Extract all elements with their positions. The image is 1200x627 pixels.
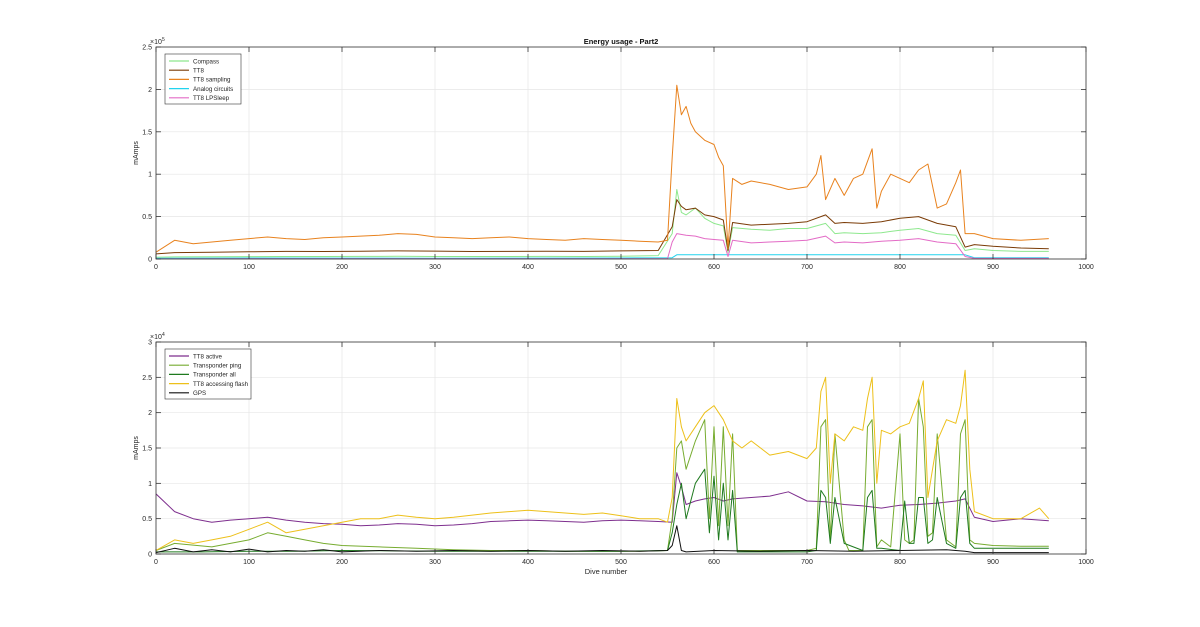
chart-title: Energy usage - Part2 xyxy=(584,37,659,46)
y-tick-label: 1.5 xyxy=(142,129,152,136)
y-tick-label: 0.5 xyxy=(142,214,152,221)
x-tick-label: 100 xyxy=(243,559,255,566)
legend-entry: Analog circuits xyxy=(193,86,233,93)
y-tick-label: 3 xyxy=(148,340,152,347)
legend-entry: TT8 sampling xyxy=(193,77,231,84)
legend-entry: TT8 LPSleep xyxy=(193,95,230,102)
y-tick-label: 2.5 xyxy=(142,45,152,52)
y-axis-label: mAmps xyxy=(133,436,140,460)
y-exponent-label: ×10 xyxy=(150,39,162,46)
x-tick-label: 0 xyxy=(154,264,158,271)
y-exponent-label: ×10 xyxy=(150,334,162,341)
x-tick-label: 300 xyxy=(429,264,441,271)
x-tick-label: 900 xyxy=(987,559,999,566)
series-line-gps xyxy=(156,525,1049,554)
x-tick-label: 300 xyxy=(429,559,441,566)
y-tick-label: 2 xyxy=(148,410,152,417)
chart-1: 0 100 200 300 400 500 600 700 800 900 1000 0 0.5 1 1.5… xyxy=(133,37,1094,271)
y-tick-label: 1 xyxy=(148,481,152,488)
y-exponent-power: 4 xyxy=(162,332,165,338)
x-tick-label: 500 xyxy=(615,264,627,271)
legend-entry: GPS xyxy=(193,390,206,397)
y-tick-label: 1.5 xyxy=(142,446,152,453)
series-line-tt8-accessing-flash xyxy=(156,369,1050,551)
y-axis-label: mAmps xyxy=(133,141,140,165)
x-tick-label: 800 xyxy=(894,264,906,271)
series-line-tt8 xyxy=(156,199,1049,255)
x-tick-label: 0 xyxy=(154,559,158,566)
x-tick-label: 500 xyxy=(615,559,627,566)
series-line-tt8-active xyxy=(156,472,1049,527)
y-tick-label: 0.5 xyxy=(142,516,152,523)
x-tick-label: 600 xyxy=(708,264,720,271)
x-tick-label: 100 xyxy=(243,264,255,271)
x-tick-label: 400 xyxy=(522,559,534,566)
y-tick-label: 1 xyxy=(148,172,152,179)
legend-entry: TT8 xyxy=(193,68,205,75)
x-tick-label: 700 xyxy=(801,264,813,271)
series-group xyxy=(156,369,1050,554)
series-line-tt8-sampling xyxy=(156,84,1049,253)
series-line-transponder-all xyxy=(156,468,1049,553)
legend-entry: Transponder all xyxy=(193,372,236,379)
y-tick-label: 2.5 xyxy=(142,375,152,382)
legend-entry: Compass xyxy=(193,58,219,65)
legend-entry: TT8 active xyxy=(193,353,222,360)
legend-entry: TT8 accessing flash xyxy=(193,381,249,388)
x-tick-label: 800 xyxy=(894,559,906,566)
x-tick-label: 700 xyxy=(801,559,813,566)
x-tick-label: 200 xyxy=(336,264,348,271)
x-tick-label: 1000 xyxy=(1078,264,1094,271)
x-axis-label: Dive number xyxy=(585,567,628,576)
chart-2: 0 100 200 300 400 500 600 700 800 900 1000 0 0.5 1 1.5… xyxy=(133,332,1094,576)
legend: Compass TT8 TT8 sampling Analog circuits TT8… xyxy=(164,53,242,105)
x-tick-label: 900 xyxy=(987,264,999,271)
y-exponent-power: 5 xyxy=(162,37,165,43)
x-tick-label: 1000 xyxy=(1078,559,1094,566)
x-tick-label: 600 xyxy=(708,559,720,566)
series-line-analog-circuits xyxy=(156,254,1049,259)
y-tick-label: 2 xyxy=(148,87,152,94)
x-tick-label: 200 xyxy=(336,559,348,566)
legend: TT8 active Transponder ping Transponder al… xyxy=(164,348,252,400)
series-line-compass xyxy=(156,189,1049,258)
y-tick-label: 0 xyxy=(148,257,152,264)
x-tick-label: 400 xyxy=(522,264,534,271)
legend-entry: Transponder ping xyxy=(193,363,242,370)
y-tick-label: 0 xyxy=(148,552,152,559)
